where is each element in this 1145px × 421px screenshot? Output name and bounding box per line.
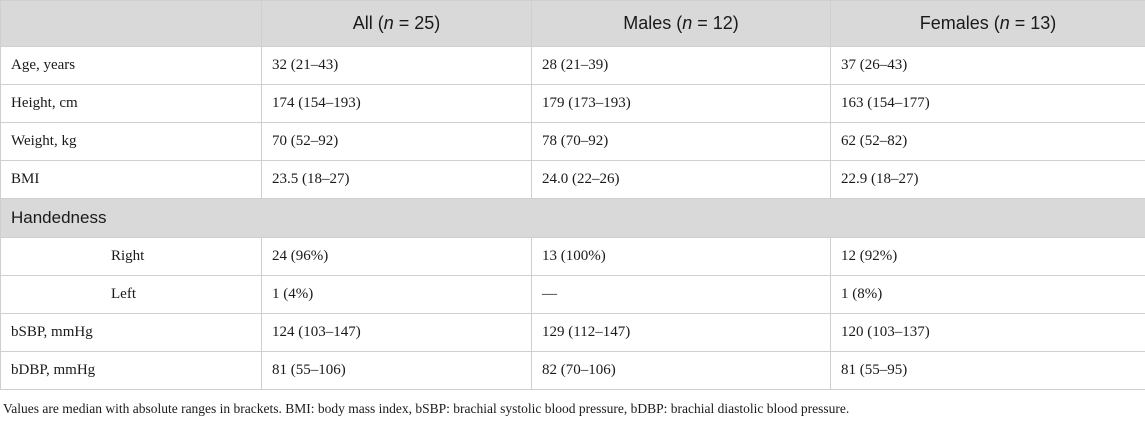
cell-females: 37 (26–43) bbox=[830, 46, 1145, 85]
table-row: BMI 23.5 (18–27) 24.0 (22–26) 22.9 (18–2… bbox=[0, 160, 1145, 199]
header-males-n: n bbox=[682, 13, 693, 33]
cell-males: 82 (70–106) bbox=[531, 351, 831, 390]
header-males: Males (n = 12) bbox=[531, 0, 831, 47]
row-label: Right bbox=[0, 237, 262, 276]
row-label: Weight, kg bbox=[0, 122, 262, 161]
cell-all: 24 (96%) bbox=[261, 237, 532, 276]
cell-males: 28 (21–39) bbox=[531, 46, 831, 85]
row-label: BMI bbox=[0, 160, 262, 199]
header-females-suffix: = 13) bbox=[1009, 13, 1057, 33]
table-row: bDBP, mmHg 81 (55–106) 82 (70–106) 81 (5… bbox=[0, 351, 1145, 390]
row-label: bDBP, mmHg bbox=[0, 351, 262, 390]
cell-females: 62 (52–82) bbox=[830, 122, 1145, 161]
header-females-prefix: Females ( bbox=[919, 13, 1000, 33]
row-label: Height, cm bbox=[0, 84, 262, 123]
table-row: Right 24 (96%) 13 (100%) 12 (92%) bbox=[0, 237, 1145, 276]
cell-all: 174 (154–193) bbox=[261, 84, 532, 123]
table-row: Left 1 (4%) — 1 (8%) bbox=[0, 275, 1145, 314]
cell-males: 78 (70–92) bbox=[531, 122, 831, 161]
cell-all: 32 (21–43) bbox=[261, 46, 532, 85]
header-all-suffix: = 25) bbox=[393, 13, 441, 33]
cell-all: 81 (55–106) bbox=[261, 351, 532, 390]
cell-males: 13 (100%) bbox=[531, 237, 831, 276]
table-row: Height, cm 174 (154–193) 179 (173–193) 1… bbox=[0, 84, 1145, 123]
cell-males: 129 (112–147) bbox=[531, 313, 831, 352]
header-males-suffix: = 12) bbox=[692, 13, 739, 33]
header-row: All (n = 25) Males (n = 12) Females (n =… bbox=[0, 0, 1145, 47]
cell-females: 22.9 (18–27) bbox=[830, 160, 1145, 199]
row-label: Age, years bbox=[0, 46, 262, 85]
header-females: Females (n = 13) bbox=[830, 0, 1145, 47]
cell-all: 1 (4%) bbox=[261, 275, 532, 314]
cell-males: — bbox=[531, 275, 831, 314]
section-label: Handedness bbox=[0, 198, 1145, 238]
cell-all: 70 (52–92) bbox=[261, 122, 532, 161]
cell-males: 24.0 (22–26) bbox=[531, 160, 831, 199]
cell-females: 81 (55–95) bbox=[830, 351, 1145, 390]
cell-females: 12 (92%) bbox=[830, 237, 1145, 276]
header-males-prefix: Males ( bbox=[623, 13, 683, 33]
header-all-n: n bbox=[383, 13, 394, 33]
cell-all: 23.5 (18–27) bbox=[261, 160, 532, 199]
table-row: bSBP, mmHg 124 (103–147) 129 (112–147) 1… bbox=[0, 313, 1145, 352]
table-row: Age, years 32 (21–43) 28 (21–39) 37 (26–… bbox=[0, 46, 1145, 85]
cell-females: 163 (154–177) bbox=[830, 84, 1145, 123]
table-row: Weight, kg 70 (52–92) 78 (70–92) 62 (52–… bbox=[0, 122, 1145, 161]
header-blank bbox=[0, 0, 262, 47]
section-row-handedness: Handedness bbox=[0, 198, 1145, 238]
row-label: bSBP, mmHg bbox=[0, 313, 262, 352]
table-footnote: Values are median with absolute ranges i… bbox=[3, 401, 850, 416]
cell-all: 124 (103–147) bbox=[261, 313, 532, 352]
cell-males: 179 (173–193) bbox=[531, 84, 831, 123]
cell-females: 120 (103–137) bbox=[830, 313, 1145, 352]
cell-females: 1 (8%) bbox=[830, 275, 1145, 314]
row-label: Left bbox=[0, 275, 262, 314]
header-all-prefix: All ( bbox=[352, 13, 384, 33]
demographics-table: All (n = 25) Males (n = 12) Females (n =… bbox=[0, 0, 1145, 390]
header-females-n: n bbox=[999, 13, 1010, 33]
header-all: All (n = 25) bbox=[261, 0, 532, 47]
